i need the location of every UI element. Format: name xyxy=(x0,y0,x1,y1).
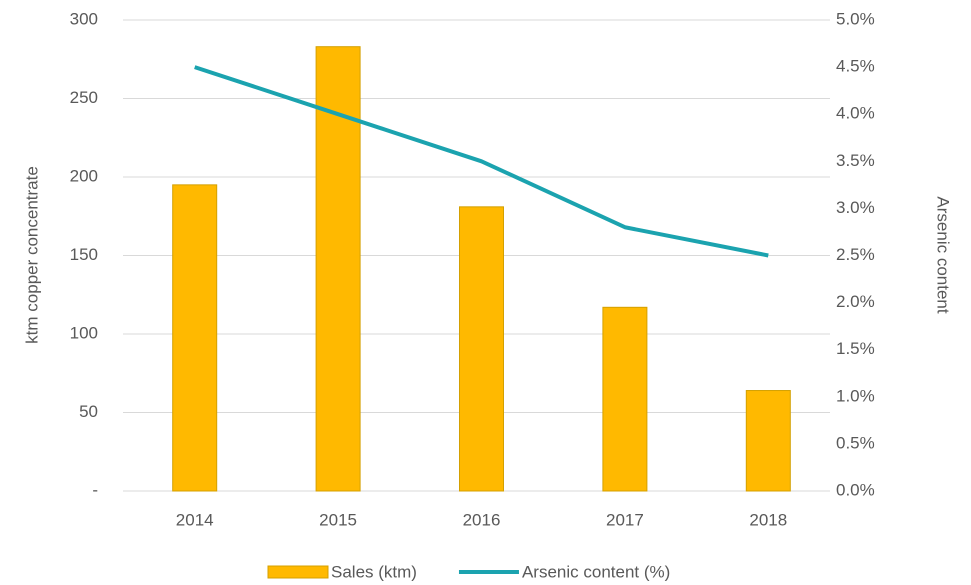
y-tick-label: 300 xyxy=(70,9,98,28)
x-tick-label: 2018 xyxy=(749,510,787,529)
y2-axis-title: Arsenic content xyxy=(934,196,953,313)
legend-swatch xyxy=(267,565,329,579)
y2-tick-label: 2.0% xyxy=(836,292,875,311)
y2-tick-label: 4.5% xyxy=(836,57,875,76)
y-tick-label: 150 xyxy=(70,245,98,264)
y2-tick-label: 5.0% xyxy=(836,9,875,28)
y2-tick-label: 4.0% xyxy=(836,104,875,123)
legend-label: Arsenic content (%) xyxy=(522,562,670,581)
y-tick-label: 250 xyxy=(70,88,98,107)
bar xyxy=(745,390,791,492)
bar xyxy=(459,206,504,492)
y2-tick-label: 0.0% xyxy=(836,480,875,499)
y2-tick-label: 1.5% xyxy=(836,339,875,358)
x-tick-label: 2017 xyxy=(606,510,644,529)
y2-tick-label: 0.5% xyxy=(836,433,875,452)
y2-tick-label: 1.0% xyxy=(836,386,875,405)
y2-tick-label: 3.5% xyxy=(836,151,875,170)
bar xyxy=(172,184,218,492)
line xyxy=(194,65,769,258)
y-axis-title: ktm copper concentrate xyxy=(22,166,41,344)
y2-tick-label: 3.0% xyxy=(836,198,875,217)
y-tick-label: 50 xyxy=(79,402,98,421)
x-tick-label: 2015 xyxy=(319,510,357,529)
x-tick-label: 2014 xyxy=(176,510,214,529)
y-tick-label: 200 xyxy=(70,166,98,185)
y-tick-label: 100 xyxy=(70,323,98,342)
bar xyxy=(602,306,648,492)
x-tick-label: 2016 xyxy=(463,510,501,529)
y-tick-label: - xyxy=(92,480,98,499)
y2-tick-label: 2.5% xyxy=(836,245,875,264)
legend-label: Sales (ktm) xyxy=(331,562,417,581)
